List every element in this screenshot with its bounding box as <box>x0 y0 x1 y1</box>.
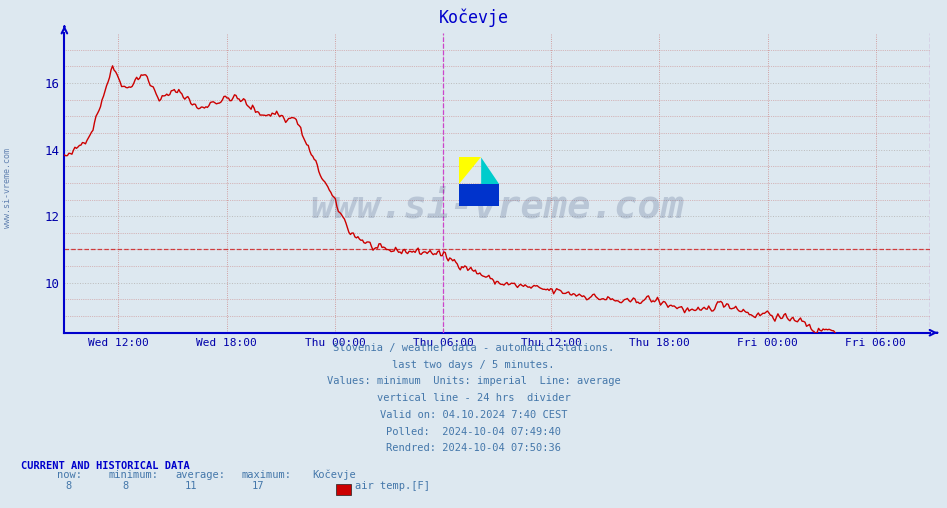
Text: www.si-vreme.com: www.si-vreme.com <box>311 188 684 226</box>
Text: Kočevje: Kočevje <box>438 9 509 27</box>
Text: 17: 17 <box>251 481 264 491</box>
Polygon shape <box>459 184 499 206</box>
Text: Kočevje: Kočevje <box>313 469 356 480</box>
Text: 11: 11 <box>185 481 198 491</box>
Text: average:: average: <box>175 469 225 480</box>
Text: Values: minimum  Units: imperial  Line: average: Values: minimum Units: imperial Line: av… <box>327 376 620 387</box>
Text: now:: now: <box>57 469 81 480</box>
Text: 8: 8 <box>65 481 71 491</box>
Text: CURRENT AND HISTORICAL DATA: CURRENT AND HISTORICAL DATA <box>21 461 189 471</box>
Text: Slovenia / weather data - automatic stations.: Slovenia / weather data - automatic stat… <box>333 343 614 353</box>
Text: Rendred: 2024-10-04 07:50:36: Rendred: 2024-10-04 07:50:36 <box>386 443 561 454</box>
Text: minimum:: minimum: <box>109 469 159 480</box>
Text: vertical line - 24 hrs  divider: vertical line - 24 hrs divider <box>377 393 570 403</box>
Text: air temp.[F]: air temp.[F] <box>355 481 430 491</box>
Text: last two days / 5 minutes.: last two days / 5 minutes. <box>392 360 555 370</box>
Polygon shape <box>459 157 481 184</box>
Text: www.si-vreme.com: www.si-vreme.com <box>3 148 12 228</box>
Polygon shape <box>481 157 499 184</box>
Text: 8: 8 <box>122 481 128 491</box>
Text: Polled:  2024-10-04 07:49:40: Polled: 2024-10-04 07:49:40 <box>386 427 561 437</box>
Text: Valid on: 04.10.2024 7:40 CEST: Valid on: 04.10.2024 7:40 CEST <box>380 410 567 420</box>
Text: maximum:: maximum: <box>241 469 292 480</box>
